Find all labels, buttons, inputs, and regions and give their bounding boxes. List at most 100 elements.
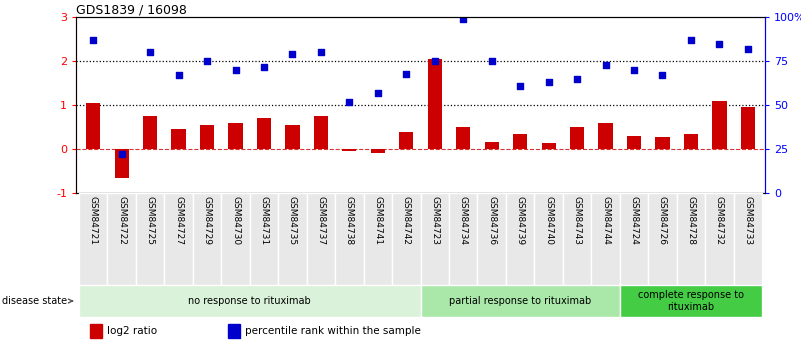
Point [115, 152, 128, 157]
Bar [570, 127, 584, 149]
FancyBboxPatch shape [278, 193, 307, 285]
Text: GDS1839 / 16098: GDS1839 / 16098 [76, 3, 187, 16]
Text: GSM84722: GSM84722 [117, 196, 126, 245]
FancyBboxPatch shape [449, 193, 477, 285]
FancyBboxPatch shape [677, 193, 705, 285]
Text: GSM84724: GSM84724 [630, 196, 638, 245]
Point [429, 58, 441, 64]
FancyBboxPatch shape [335, 193, 364, 285]
Bar [712, 101, 727, 149]
FancyBboxPatch shape [392, 193, 421, 285]
Point [200, 58, 213, 64]
Text: GSM84737: GSM84737 [316, 196, 325, 245]
Point [143, 50, 156, 55]
Bar [285, 125, 300, 149]
FancyBboxPatch shape [79, 193, 107, 285]
Point [542, 80, 555, 85]
Bar [171, 129, 186, 149]
Point [372, 90, 384, 96]
Bar [371, 149, 385, 153]
Text: GSM84732: GSM84732 [715, 196, 724, 245]
Point [513, 83, 526, 89]
Bar [200, 125, 214, 149]
Bar [513, 134, 527, 149]
Point [457, 16, 469, 22]
Bar [655, 137, 670, 149]
FancyBboxPatch shape [136, 193, 164, 285]
Text: no response to rituximab: no response to rituximab [188, 296, 311, 306]
FancyBboxPatch shape [364, 193, 392, 285]
FancyBboxPatch shape [193, 193, 221, 285]
FancyBboxPatch shape [620, 193, 648, 285]
FancyBboxPatch shape [705, 193, 734, 285]
Text: partial response to rituximab: partial response to rituximab [449, 296, 591, 306]
Bar [257, 118, 271, 149]
Bar [456, 127, 470, 149]
Text: GSM84739: GSM84739 [516, 196, 525, 245]
Text: GSM84727: GSM84727 [174, 196, 183, 245]
Bar [86, 103, 100, 149]
Bar [684, 134, 698, 149]
Text: GSM84735: GSM84735 [288, 196, 297, 245]
Bar [342, 149, 356, 151]
FancyBboxPatch shape [506, 193, 534, 285]
FancyBboxPatch shape [250, 193, 278, 285]
Text: GSM84738: GSM84738 [345, 196, 354, 245]
Bar [228, 123, 243, 149]
FancyBboxPatch shape [591, 193, 620, 285]
FancyBboxPatch shape [563, 193, 591, 285]
Point [87, 37, 99, 43]
FancyBboxPatch shape [477, 193, 506, 285]
Point [343, 99, 356, 105]
Point [286, 51, 299, 57]
FancyBboxPatch shape [534, 193, 563, 285]
FancyBboxPatch shape [421, 193, 449, 285]
FancyBboxPatch shape [164, 193, 193, 285]
Text: GSM84741: GSM84741 [373, 196, 382, 245]
Bar [115, 149, 129, 178]
Text: GSM84725: GSM84725 [146, 196, 155, 245]
Point [485, 58, 498, 64]
Point [570, 76, 583, 81]
Point [713, 41, 726, 46]
FancyBboxPatch shape [307, 193, 335, 285]
Bar [227, 324, 240, 338]
FancyBboxPatch shape [107, 193, 136, 285]
Point [628, 67, 641, 73]
Point [172, 72, 185, 78]
Text: GSM84744: GSM84744 [601, 196, 610, 245]
Text: complete response to
rituximab: complete response to rituximab [638, 290, 744, 312]
FancyBboxPatch shape [734, 193, 762, 285]
Bar [598, 123, 613, 149]
Point [229, 67, 242, 73]
FancyBboxPatch shape [620, 285, 762, 317]
Point [315, 50, 328, 55]
Bar [90, 324, 103, 338]
Text: log2 ratio: log2 ratio [107, 326, 157, 336]
Bar [627, 136, 641, 149]
Point [400, 71, 413, 76]
Bar [428, 59, 442, 149]
Point [258, 64, 271, 69]
Bar [399, 132, 413, 149]
Text: GSM84729: GSM84729 [203, 196, 211, 245]
FancyBboxPatch shape [79, 285, 421, 317]
Text: percentile rank within the sample: percentile rank within the sample [245, 326, 421, 336]
Point [656, 72, 669, 78]
FancyBboxPatch shape [421, 285, 620, 317]
Text: GSM84726: GSM84726 [658, 196, 667, 245]
Bar [143, 116, 157, 149]
Text: disease state: disease state [2, 296, 73, 306]
Point [685, 37, 698, 43]
Text: GSM84743: GSM84743 [573, 196, 582, 245]
Text: GSM84728: GSM84728 [686, 196, 695, 245]
Text: GSM84733: GSM84733 [743, 196, 752, 245]
Text: GSM84734: GSM84734 [459, 196, 468, 245]
Bar [741, 107, 755, 149]
Text: GSM84736: GSM84736 [487, 196, 496, 245]
Text: GSM84721: GSM84721 [89, 196, 98, 245]
Bar [485, 142, 499, 149]
Text: GSM84730: GSM84730 [231, 196, 240, 245]
FancyBboxPatch shape [221, 193, 250, 285]
Text: GSM84731: GSM84731 [260, 196, 268, 245]
